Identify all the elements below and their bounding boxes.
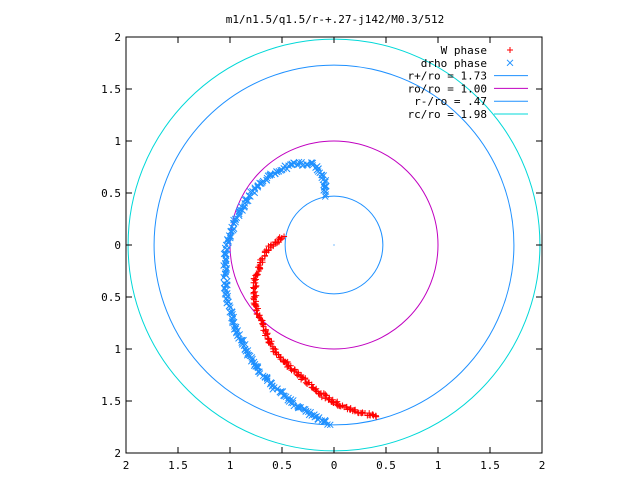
drho-phase-point	[293, 161, 301, 169]
drho-phase-point	[322, 191, 330, 198]
drho-phase-point	[322, 417, 329, 425]
y-tick-label: 0.5	[101, 291, 121, 304]
legend-label: r-/ro = .47	[414, 95, 487, 108]
y-tick-label: 1	[114, 343, 121, 356]
circle-3	[284, 195, 384, 295]
drho-phase-point	[222, 255, 230, 263]
w-phase-point	[326, 394, 333, 401]
w-phase-point	[323, 392, 330, 399]
w-phase-point	[294, 372, 301, 379]
drho-phase-point	[326, 421, 334, 429]
x-tick-label: 1	[227, 459, 234, 472]
drho-phase-point	[238, 339, 246, 346]
y-tick-label: 0	[114, 239, 121, 252]
data-points	[220, 158, 380, 429]
drho-phase-point	[230, 219, 238, 227]
drho-phase-point	[225, 238, 232, 245]
drho-phase-point	[324, 421, 331, 428]
legend-label: drho phase	[421, 57, 487, 70]
drho-phase-point	[277, 167, 285, 174]
drho-phase-point	[295, 161, 302, 168]
x-tick-label: 0.5	[376, 459, 396, 472]
w-phase-point	[359, 409, 366, 416]
drho-phase-point	[247, 188, 254, 195]
x-tick-label: 1.5	[168, 459, 188, 472]
x-tick-label: 2	[539, 459, 546, 472]
axis-ticks: 2 1.5 1 0.5 0 0.5 1 1.5 221.510.500.511.52	[101, 31, 545, 472]
w-phase-point	[287, 365, 294, 372]
center-dot	[333, 244, 335, 246]
w-phase-point	[264, 331, 271, 338]
series-2	[220, 158, 334, 429]
y-tick-label: 0.5	[101, 187, 121, 200]
legend-label: W phase	[441, 44, 487, 57]
drho-phase-point	[295, 403, 302, 411]
drho-phase-point	[314, 416, 322, 423]
x-tick-label: 0	[331, 459, 338, 472]
chart-title: m1/n1.5/q1.5/r-+.27-j142/M0.3/512	[226, 13, 445, 26]
w-phase-point	[312, 387, 319, 394]
legend-marker	[506, 59, 514, 67]
drho-phase-point	[254, 363, 262, 370]
legend-label: r+/ro = 1.73	[408, 70, 487, 83]
w-phase-point	[373, 413, 380, 420]
w-phase-point	[272, 239, 279, 246]
drho-phase-point	[322, 188, 330, 195]
w-phase-point	[284, 358, 291, 365]
w-phase-point	[258, 317, 265, 324]
drho-phase-point	[232, 216, 239, 224]
w-phase-point	[302, 376, 309, 383]
drho-phase-point	[301, 406, 309, 413]
drho-phase-point	[249, 187, 256, 195]
drho-phase-point	[256, 370, 264, 377]
w-phase-point	[266, 339, 273, 346]
w-phase-point	[264, 336, 271, 343]
y-tick-label: 1.5	[101, 83, 121, 96]
drho-phase-point	[221, 285, 229, 292]
circle-1	[153, 64, 515, 426]
y-tick-label: 2	[114, 447, 121, 460]
y-tick-label: 1.5	[101, 395, 121, 408]
drho-phase-point	[230, 313, 238, 321]
y-tick-label: 1	[114, 135, 121, 148]
x-tick-label: 2	[123, 459, 130, 472]
w-phase-point	[284, 363, 291, 370]
drho-phase-point	[294, 404, 302, 412]
drho-phase-point	[235, 210, 243, 218]
drho-phase-point	[228, 318, 236, 325]
series-1	[250, 233, 380, 420]
w-phase-point	[261, 253, 268, 260]
w-phase-point	[351, 407, 358, 414]
legend-label: ro/ro = 1.00	[408, 82, 487, 95]
drho-phase-point	[297, 404, 304, 411]
drho-phase-point	[308, 159, 315, 166]
w-phase-point	[255, 268, 262, 275]
x-tick-label: 1	[435, 459, 442, 472]
w-phase-point	[253, 271, 260, 278]
w-phase-point	[322, 395, 329, 402]
w-phase-point	[277, 354, 284, 361]
drho-phase-point	[277, 387, 285, 395]
drho-phase-point	[309, 159, 317, 167]
w-phase-point	[252, 288, 259, 295]
y-tick-label: 2	[114, 31, 121, 44]
w-phase-point	[351, 408, 358, 415]
w-phase-point	[318, 394, 325, 401]
legend-label: rc/ro = 1.98	[408, 108, 487, 121]
w-phase-point	[370, 411, 377, 418]
drho-phase-point	[275, 168, 283, 175]
x-tick-label: 0.5	[272, 459, 292, 472]
x-tick-label: 1.5	[480, 459, 500, 472]
drho-phase-point	[288, 399, 295, 406]
legend-marker	[507, 47, 513, 53]
